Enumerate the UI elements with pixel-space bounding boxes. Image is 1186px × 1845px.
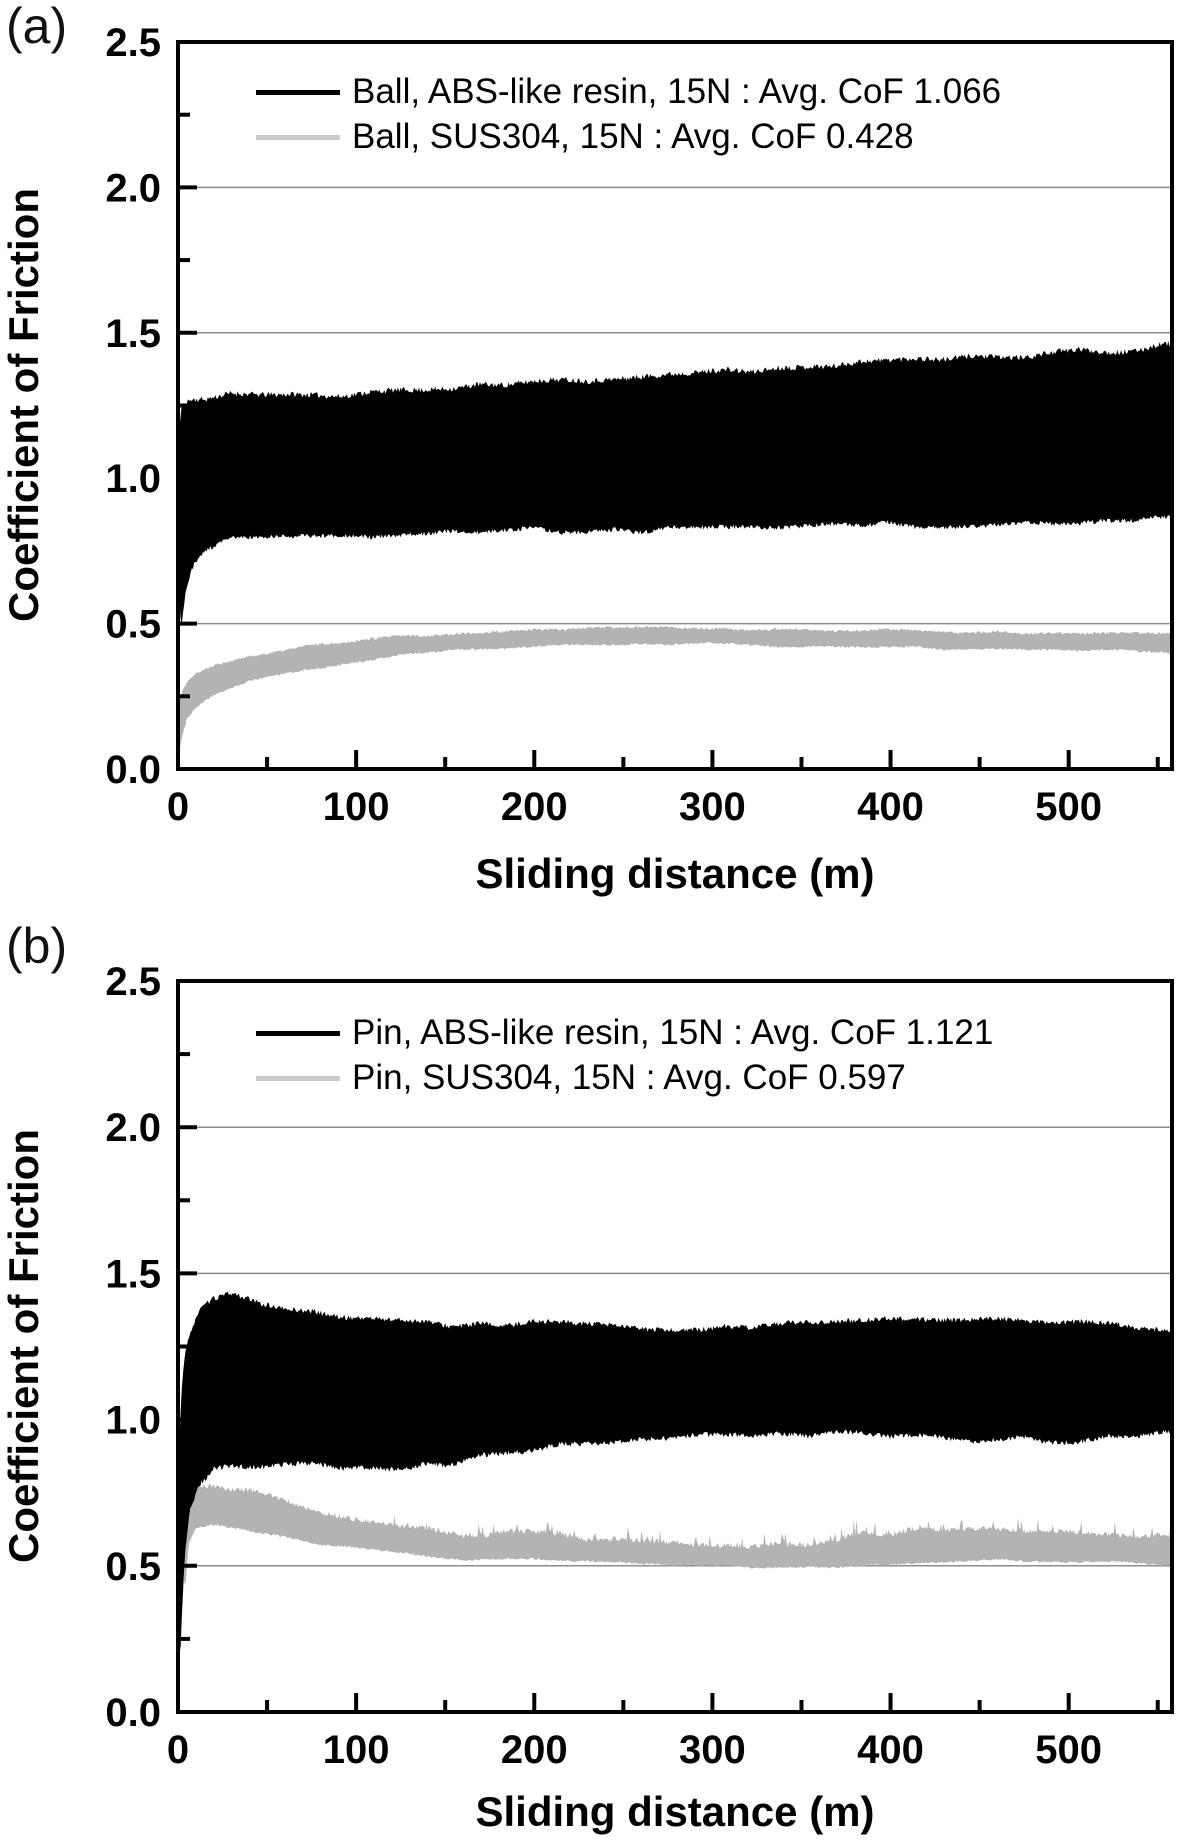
legend-row: Ball, SUS304, 15N : Avg. CoF 0.428 — [256, 117, 1001, 157]
panel-a-y-axis-title: Coefficient of Friction — [0, 188, 47, 622]
x-tick-label: 0 — [167, 785, 189, 829]
y-tick-label: 0.5 — [105, 603, 161, 647]
y-tick-label: 1.5 — [105, 1252, 161, 1296]
series-bands — [180, 1291, 1170, 1651]
panel-a-plot-area: 0 100 200 300 400 500 0.0 0.5 1.0 1.5 2.0 2.5 — [105, 21, 1174, 829]
legend-line-pin-sus304 — [256, 1075, 340, 1081]
legend-line-ball-sus304 — [256, 134, 340, 140]
legend-label-ball-abs-resin: Ball, ABS-like resin, 15N : Avg. CoF 1.0… — [352, 72, 1002, 111]
y-tick-label: 0.0 — [105, 748, 161, 792]
y-tick-label: 1.5 — [105, 312, 161, 356]
axis-ticks — [176, 979, 1160, 1714]
series-bands — [180, 341, 1170, 748]
x-tick-label: 100 — [323, 785, 390, 829]
y-tick-label: 2.5 — [105, 960, 161, 1004]
plot-border — [176, 40, 1174, 771]
panel-a-x-axis-title: Sliding distance (m) — [475, 850, 875, 897]
y-tick-label: 2.0 — [105, 166, 161, 210]
x-tick-labels: 0 100 200 300 400 500 — [167, 785, 1102, 829]
band-ball-abs-resin — [180, 341, 1170, 626]
band-ball-sus304 — [180, 625, 1170, 748]
y-tick-labels: 0.0 0.5 1.0 1.5 2.0 2.5 — [105, 21, 161, 792]
x-tick-label: 400 — [857, 1728, 924, 1772]
x-tick-label: 500 — [1035, 1728, 1102, 1772]
x-tick-label: 200 — [501, 1728, 568, 1772]
y-tick-label: 1.0 — [105, 457, 161, 501]
x-tick-label: 400 — [857, 785, 924, 829]
panel-b-y-axis-title: Coefficient of Friction — [0, 1129, 47, 1563]
legend-row: Pin, SUS304, 15N : Avg. CoF 0.597 — [256, 1058, 993, 1098]
legend-line-ball-abs-resin — [256, 89, 340, 95]
x-tick-label: 300 — [679, 785, 746, 829]
legend-row: Ball, ABS-like resin, 15N : Avg. CoF 1.0… — [256, 72, 1001, 112]
y-tick-label: 0.0 — [105, 1691, 161, 1735]
y-tick-label: 0.5 — [105, 1545, 161, 1589]
x-tick-label: 300 — [679, 1728, 746, 1772]
panel-b-x-axis-title: Sliding distance (m) — [475, 1788, 875, 1835]
plot-border — [176, 979, 1174, 1714]
panel-a-legend: Ball, ABS-like resin, 15N : Avg. CoF 1.0… — [256, 72, 1001, 157]
panel-b-legend: Pin, ABS-like resin, 15N : Avg. CoF 1.12… — [256, 1013, 993, 1098]
y-tick-label: 1.0 — [105, 1399, 161, 1443]
y-tick-label: 2.5 — [105, 21, 161, 65]
legend-label-ball-sus304: Ball, SUS304, 15N : Avg. CoF 0.428 — [352, 117, 914, 156]
band-pin-abs-resin — [180, 1291, 1170, 1651]
y-tick-labels: 0.0 0.5 1.0 1.5 2.0 2.5 — [105, 960, 161, 1735]
panel-a: 0 100 200 300 400 500 0.0 0.5 1.0 1.5 2.0 2.5 (a) C… — [0, 0, 1186, 920]
x-tick-label: 200 — [501, 785, 568, 829]
x-tick-label: 500 — [1035, 785, 1102, 829]
panel-b-label: (b) — [6, 918, 68, 974]
axis-ticks — [176, 40, 1160, 771]
legend-label-pin-sus304: Pin, SUS304, 15N : Avg. CoF 0.597 — [352, 1058, 906, 1097]
x-tick-label: 100 — [323, 1728, 390, 1772]
x-tick-labels: 0 100 200 300 400 500 — [167, 1728, 1102, 1772]
legend-row: Pin, ABS-like resin, 15N : Avg. CoF 1.12… — [256, 1013, 993, 1053]
legend-line-pin-abs-resin — [256, 1030, 340, 1036]
band-pin-sus304 — [180, 1476, 1170, 1586]
panel-a-label: (a) — [6, 0, 68, 54]
legend-label-pin-abs-resin: Pin, ABS-like resin, 15N : Avg. CoF 1.12… — [352, 1013, 994, 1052]
y-tick-label: 2.0 — [105, 1106, 161, 1150]
panel-b: 0 100 200 300 400 500 0.0 0.5 1.0 1.5 2.0 2.5 (b) C… — [0, 918, 1186, 1845]
panel-b-plot-area: 0 100 200 300 400 500 0.0 0.5 1.0 1.5 2.0 2.5 — [105, 960, 1174, 1772]
x-tick-label: 0 — [167, 1728, 189, 1772]
